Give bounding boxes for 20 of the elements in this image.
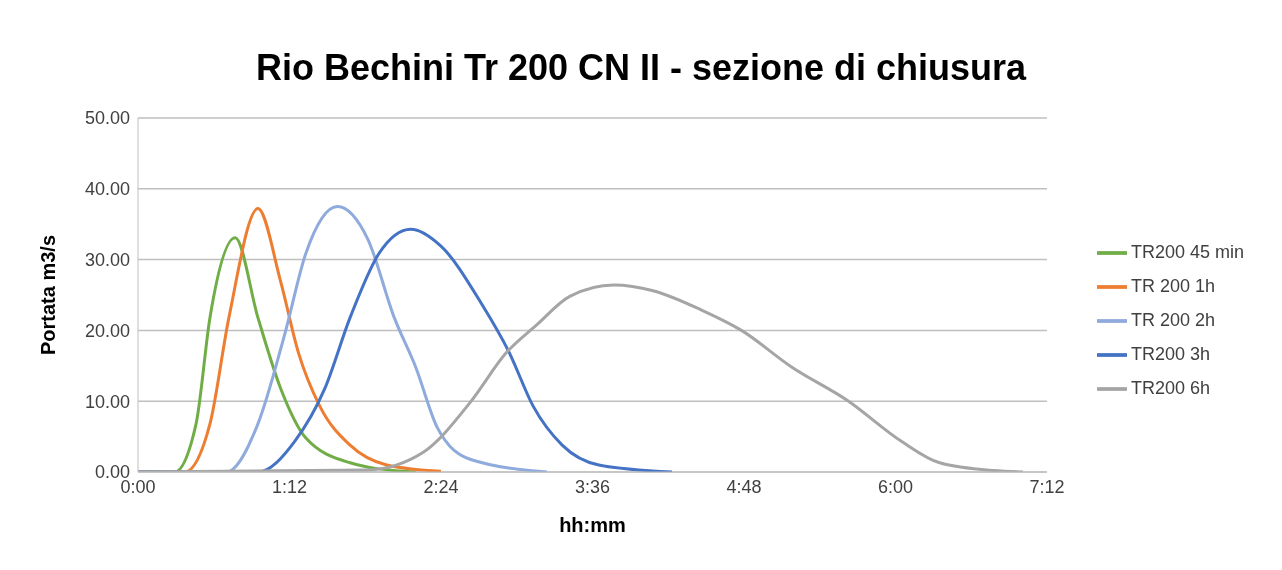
x-tick-label: 3:36 <box>574 476 610 497</box>
y-tick-label: 50.00 <box>84 108 130 129</box>
x-tick-label: 7:12 <box>1029 476 1065 497</box>
y-tick-label: 30.00 <box>84 249 130 270</box>
line-series <box>138 283 1025 472</box>
x-tick-label: 4:48 <box>726 476 762 497</box>
legend-label: TR200 45 min <box>1130 242 1244 262</box>
x-tick-label: 2:24 <box>423 476 459 497</box>
y-axis-title: Portata m3/s <box>37 234 60 356</box>
legend-label: TR200 6h <box>1130 378 1210 398</box>
y-tick-label: 40.00 <box>84 179 130 200</box>
chart-title: Rio Bechini Tr 200 CN II - sezione di chiusura <box>254 46 1028 88</box>
y-tick-label: 20.00 <box>84 320 130 341</box>
legend-label: TR 200 2h <box>1130 310 1215 330</box>
legend-label: TR 200 1h <box>1130 276 1215 296</box>
x-tick-label: 1:12 <box>271 476 308 497</box>
legend-label: TR200 3h <box>1130 344 1210 364</box>
y-tick-label: 10.00 <box>84 391 130 412</box>
x-axis-title: hh:mm <box>559 514 626 536</box>
x-tick-label: 6:00 <box>877 476 913 497</box>
